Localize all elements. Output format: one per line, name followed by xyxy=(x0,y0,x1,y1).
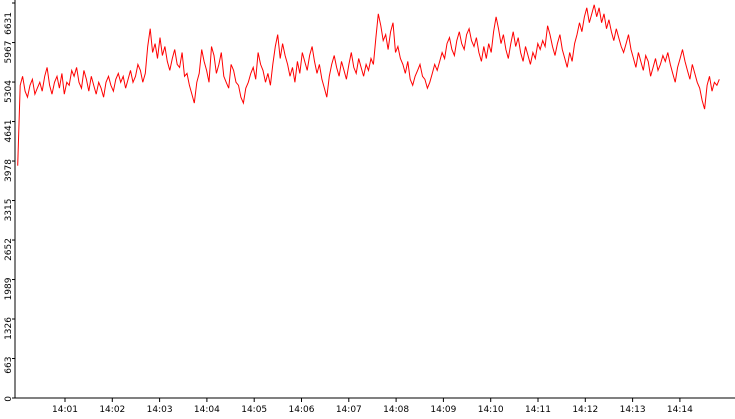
series-line xyxy=(17,4,720,166)
y-tick-label: 5304 xyxy=(4,80,14,103)
series-layer xyxy=(17,4,720,166)
x-tick-label: 14:04 xyxy=(194,405,220,415)
x-tick-label: 14:09 xyxy=(430,405,456,415)
y-tick-label: 663 xyxy=(4,357,14,374)
y-tick-label: 5967 xyxy=(4,41,14,64)
x-tick-label: 14:01 xyxy=(52,405,78,415)
x-tick-label: 14:14 xyxy=(667,405,693,415)
y-tick-label: 3315 xyxy=(4,199,14,222)
x-tick-label: 14:13 xyxy=(620,405,646,415)
x-tick-label: 14:08 xyxy=(383,405,409,415)
y-tick-label: 0 xyxy=(4,396,14,402)
x-tick-label: 14:02 xyxy=(99,405,125,415)
x-tick-label: 14:05 xyxy=(241,405,267,415)
y-tick-label: 2652 xyxy=(4,238,14,261)
x-tick-label: 14:03 xyxy=(147,405,173,415)
y-tick-label: 3978 xyxy=(4,159,14,182)
y-tick-label: 1326 xyxy=(4,317,14,340)
x-tick-label: 14:06 xyxy=(289,405,315,415)
x-tick-label: 14:12 xyxy=(572,405,598,415)
y-tick-label: 1989 xyxy=(4,277,14,300)
x-tick-label: 14:10 xyxy=(478,405,504,415)
y-tick-label: 4641 xyxy=(4,120,14,143)
y-axis: 0 663 1326 1989 2652 3315 3978 4641 5304 5967 6631 xyxy=(4,0,16,402)
x-tick-label: 14:07 xyxy=(336,405,362,415)
x-tick-label: 14:11 xyxy=(525,405,551,415)
x-axis: 14:01 14:02 14:03 14:04 14:05 14:06 14:07 14:08… xyxy=(15,397,735,415)
y-tick-label: 6631 xyxy=(4,12,14,35)
